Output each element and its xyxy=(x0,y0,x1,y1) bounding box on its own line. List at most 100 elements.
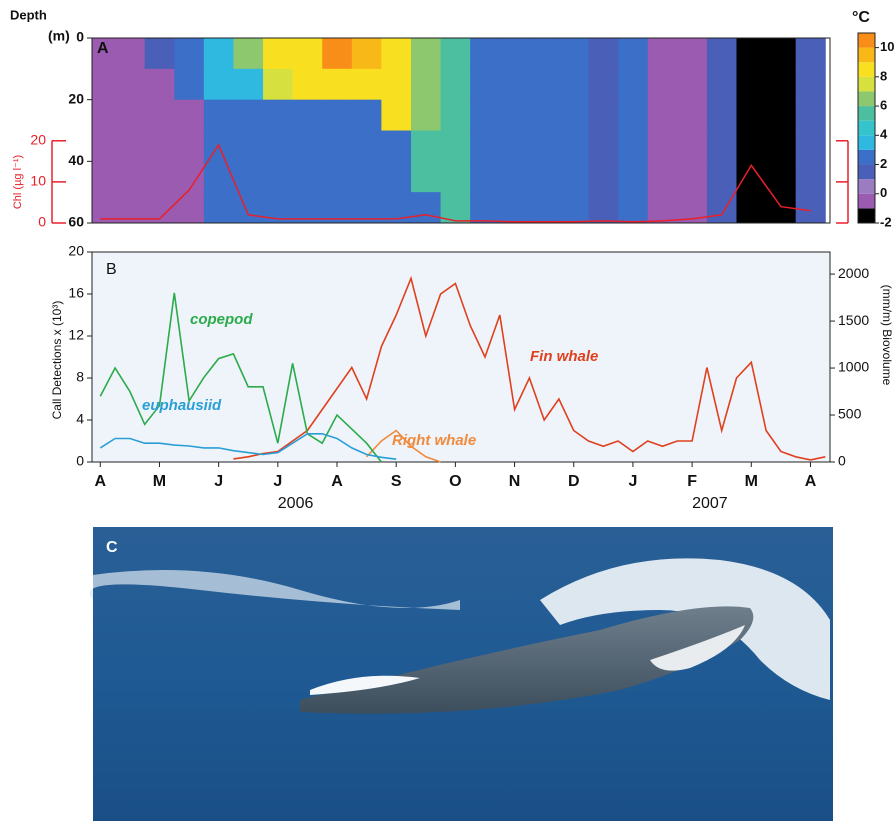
chl-line xyxy=(100,143,811,223)
heat-cell xyxy=(351,161,382,193)
plot-b-background xyxy=(92,252,830,462)
heat-cell xyxy=(558,161,590,193)
x-tick-label: N xyxy=(509,473,521,490)
heat-cell xyxy=(795,161,826,193)
heat-cell xyxy=(529,38,560,70)
series-line xyxy=(233,275,826,461)
y-tick-label: 20 xyxy=(68,90,84,106)
x-tick-label: A xyxy=(331,473,343,490)
heat-cell xyxy=(144,68,175,101)
heat-cell xyxy=(795,99,826,131)
heat-cell xyxy=(351,99,382,131)
heat-cell xyxy=(706,161,737,193)
photo xyxy=(89,527,833,821)
heat-cell xyxy=(558,192,590,224)
heat-cell xyxy=(588,192,619,224)
heat-cell xyxy=(410,130,442,162)
heat-cell xyxy=(470,99,501,131)
heat-cell xyxy=(144,130,175,162)
heat-cell xyxy=(529,161,560,193)
colorbar-cell xyxy=(858,62,875,77)
plot-frame xyxy=(91,37,831,224)
heat-cell xyxy=(92,161,116,193)
heat-cell xyxy=(647,192,678,224)
y2-tick-label: 20 xyxy=(30,131,46,147)
heat-cell xyxy=(618,99,649,131)
heat-cell xyxy=(766,161,797,193)
heat-cell xyxy=(263,161,294,193)
heat-cell xyxy=(618,161,649,193)
y2-tick-label: 500 xyxy=(838,406,862,422)
colorbar-tick-label: 6 xyxy=(880,98,887,113)
heat-cell xyxy=(351,68,382,101)
heat-cell xyxy=(174,68,205,101)
heat-cell xyxy=(410,192,442,224)
series-line xyxy=(366,429,441,463)
heat-cell xyxy=(440,161,471,193)
y-tick-label: 60 xyxy=(68,214,84,230)
heat-cell xyxy=(144,38,175,70)
heat-cell xyxy=(115,161,146,193)
colorbar-cell xyxy=(858,179,875,194)
heat-cell xyxy=(529,68,560,101)
colorbar-tick-label: 2 xyxy=(880,156,887,171)
heat-cell xyxy=(115,99,146,131)
heat-cell xyxy=(558,38,590,70)
y-tick-label: 40 xyxy=(68,152,84,168)
series-label: copepod xyxy=(190,311,253,328)
y-axis-label: Depth xyxy=(10,7,47,22)
heat-cell xyxy=(263,130,294,162)
heat-cell xyxy=(736,38,767,70)
heat-cell xyxy=(440,68,471,101)
heat-cell xyxy=(381,130,412,162)
heat-cell xyxy=(647,161,678,193)
heat-cell xyxy=(174,38,205,70)
panel-label: A xyxy=(97,40,109,57)
heat-cell xyxy=(144,99,175,131)
heat-cell xyxy=(322,99,353,131)
heat-cell xyxy=(92,68,116,101)
plot-frame xyxy=(91,251,831,463)
heat-cell xyxy=(322,161,353,193)
heat-cell xyxy=(470,130,501,162)
heat-cell xyxy=(92,38,116,70)
heat-cell xyxy=(115,38,146,70)
y2-axis-label: (mm/m) Biovolume xyxy=(880,285,894,386)
heat-cell xyxy=(588,130,619,162)
heat-cell xyxy=(677,161,708,193)
heat-cell xyxy=(351,38,382,70)
heat-cell xyxy=(115,68,146,101)
heat-cell xyxy=(588,161,619,193)
heat-cell xyxy=(677,99,708,131)
heat-cell xyxy=(174,192,205,224)
x-tick-label: M xyxy=(745,473,758,490)
heat-cell xyxy=(203,161,234,193)
heat-cell xyxy=(203,192,234,224)
heat-cell xyxy=(410,68,442,101)
heat-cell xyxy=(499,99,530,131)
x-tick-label: J xyxy=(214,473,223,490)
x-tick-label: O xyxy=(449,473,461,490)
heat-cell xyxy=(92,192,116,224)
heat-cell xyxy=(410,161,442,193)
heat-cell xyxy=(233,130,264,162)
heat-cell xyxy=(470,192,501,224)
heat-cell xyxy=(292,161,323,193)
series-label: Right whale xyxy=(392,432,476,449)
colorbar-tick-label: 10 xyxy=(880,39,894,54)
heat-cell xyxy=(706,130,737,162)
colorbar-tick-label: 0 xyxy=(880,185,887,200)
series-label: Fin whale xyxy=(530,348,598,365)
heat-cell xyxy=(233,161,264,193)
heat-cell xyxy=(677,130,708,162)
heat-cell xyxy=(470,68,501,101)
y-tick-label: 0 xyxy=(76,453,84,469)
heat-cell xyxy=(174,130,205,162)
colorbar-cell xyxy=(858,193,875,209)
heat-cell xyxy=(263,38,294,70)
spray xyxy=(540,558,830,700)
heat-cell xyxy=(795,130,826,162)
colorbar-cell xyxy=(858,76,875,92)
colorbar-cell xyxy=(858,33,875,48)
colorbar-tick-label: 4 xyxy=(880,127,888,142)
